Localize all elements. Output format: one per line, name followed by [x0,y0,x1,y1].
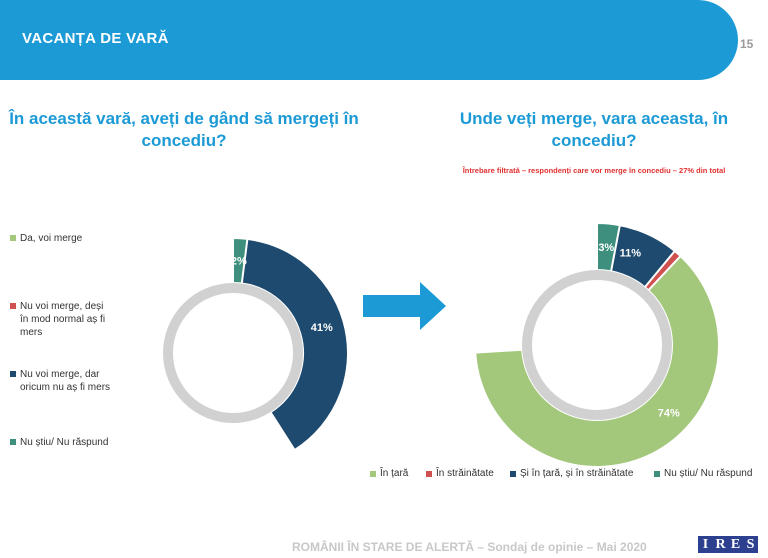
header-banner: VACANȚA DE VARĂ [0,0,738,80]
slice-label: 2% [231,256,247,268]
donut-slice [232,236,349,452]
legend-item: Nu știu/ Nu răspund [10,436,112,449]
slice-label: 3% [598,242,614,254]
legend-swatch [10,439,16,445]
legend-item: Nu voi merge, deși în mod normal aș fi m… [10,300,112,339]
ires-logo: I R E S [698,536,758,553]
legend-swatch [654,471,660,477]
legend-label: Și în țară, și în străinătate [520,468,634,479]
filter-note: Întrebare filtrată – respondenți care vo… [462,166,726,175]
legend-item: În țară [370,468,408,479]
legend-label: Da, voi merge [20,233,83,244]
left-question: În această vară, aveți de gând să mergeț… [9,109,359,150]
slice-label: 74% [658,407,680,419]
logo-letter: I [702,537,709,552]
page-title: VACANȚA DE VARĂ [22,30,169,47]
legend-swatch [10,235,16,241]
logo-letter: R [715,537,726,552]
legend-label: Nu știu/ Nu răspund [20,437,109,448]
footer-text: ROMÂNII ÎN STARE DE ALERTĂ – Sondaj de o… [292,540,647,554]
legend-swatch [370,471,376,477]
right-question: Unde veți merge, vara aceasta, în conced… [459,109,729,150]
slice-label: 11% [620,247,642,259]
donut-slice [474,221,720,468]
legend-item: Da, voi merge [10,232,112,245]
legend-item: Și în țară, și în străinătate [510,468,633,479]
legend-label: Nu voi merge, deși în mod normal aș fi m… [20,301,106,338]
legend-item: În străinătate [426,468,494,479]
donut-chart-left: 27%30%41%2% [163,236,349,452]
page-number: 15 [740,37,754,51]
inner-ring [522,270,672,420]
legend-label: Nu știu/ Nu răspund [664,468,753,479]
donut-chart-right: 74%12%11%3% [474,221,720,468]
legend-item: Nu voi merge, dar oricum nu aș fi mers [10,368,112,394]
legend-item: Nu știu/ Nu răspund [654,468,752,479]
legend-swatch [510,471,516,477]
logo-letter: E [730,537,741,552]
arrow-icon [363,282,446,330]
legend-label: În țară [380,468,409,479]
inner-ring [163,283,303,423]
legend-label: Nu voi merge, dar oricum nu aș fi mers [20,369,111,393]
legend-swatch [10,303,16,309]
legend-label: În străinătate [436,468,494,479]
donut-slice [596,221,622,273]
legend-swatch [426,471,432,477]
donut-slice [232,236,249,285]
legend-swatch [10,371,16,377]
logo-letter: S [746,537,755,552]
slice-label: 41% [311,322,333,334]
